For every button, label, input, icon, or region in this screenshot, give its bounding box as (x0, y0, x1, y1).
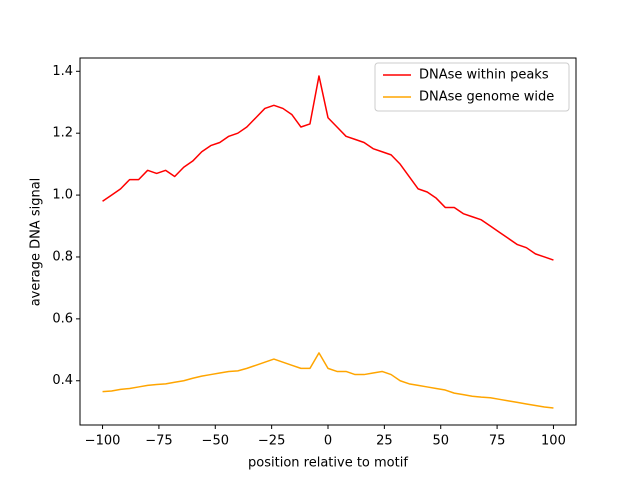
x-axis-label: position relative to motif (248, 456, 408, 471)
y-tick-label: 1.4 (52, 64, 73, 79)
y-tick-label: 0.8 (52, 249, 73, 264)
y-tick-label: 0.6 (52, 311, 73, 326)
plot-frame (79, 57, 577, 426)
x-tick-label: 25 (376, 434, 393, 449)
legend-label: DNAse genome wide (419, 90, 554, 105)
x-tick-label: −50 (202, 434, 229, 449)
x-tick-label: 75 (489, 434, 506, 449)
legend-box (374, 62, 570, 112)
x-tick-label: −100 (85, 434, 121, 449)
line-series (102, 352, 554, 409)
line-series (102, 75, 554, 261)
x-tick-label: −25 (258, 434, 285, 449)
x-tick-label: 100 (541, 434, 566, 449)
y-tick-label: 0.4 (52, 373, 73, 388)
y-axis-label: average DNA signal (29, 178, 44, 307)
legend-label: DNAse within peaks (419, 68, 549, 83)
x-tick-label: −75 (145, 434, 172, 449)
y-tick-label: 1.2 (52, 126, 73, 141)
x-tick-label: 0 (324, 434, 332, 449)
y-tick-label: 1.0 (52, 188, 73, 203)
x-tick-label: 50 (432, 434, 449, 449)
